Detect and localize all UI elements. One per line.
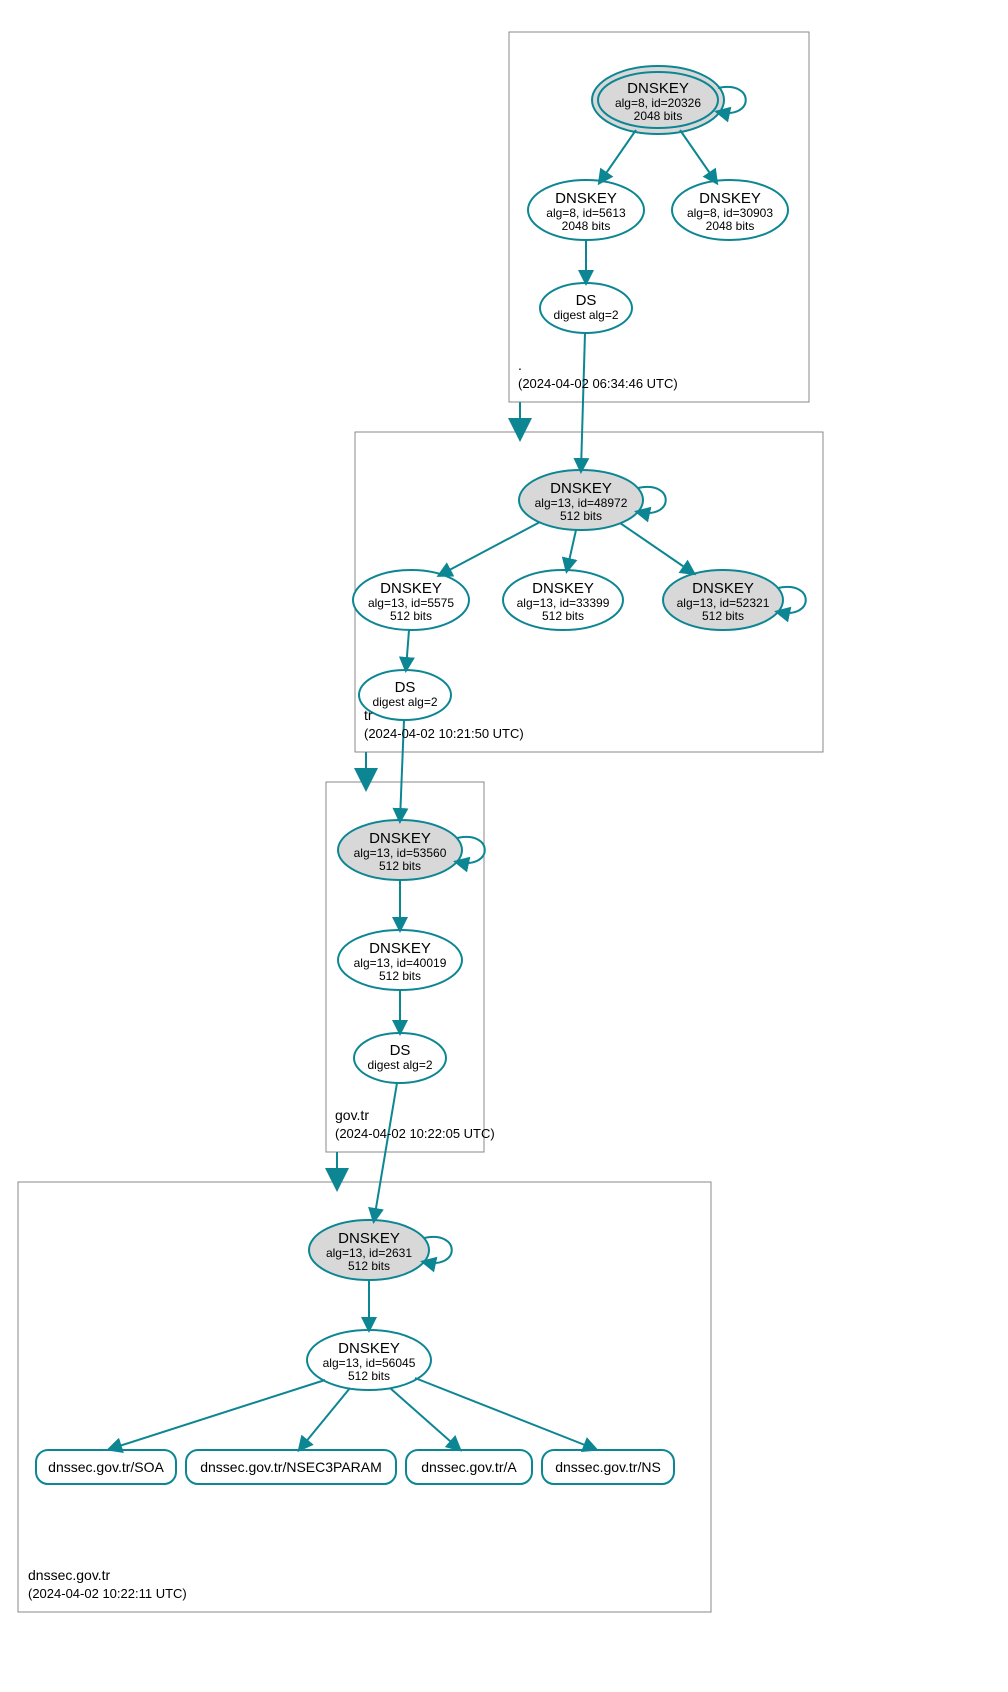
node-sub: alg=13, id=53560 <box>354 846 447 860</box>
node-sub: alg=13, id=5575 <box>368 596 454 610</box>
node-sub: digest alg=2 <box>553 308 618 322</box>
edge <box>415 1378 595 1449</box>
edge <box>110 1380 325 1449</box>
node-sub: alg=8, id=30903 <box>687 206 773 220</box>
node-sub: 512 bits <box>348 1369 390 1383</box>
node-title: DNSKEY <box>627 80 689 97</box>
edge <box>390 1388 459 1449</box>
zone-ts-root: (2024-04-02 06:34:46 UTC) <box>518 376 678 391</box>
node-sub: alg=13, id=56045 <box>323 1356 416 1370</box>
node-title: DNSKEY <box>692 580 754 597</box>
record-a: dnssec.gov.tr/A <box>406 1450 532 1484</box>
node-sub: alg=13, id=40019 <box>354 956 447 970</box>
node-gov-ksk: DNSKEY alg=13, id=53560 512 bits <box>338 820 462 880</box>
node-dns-zsk: DNSKEY alg=13, id=56045 512 bits <box>307 1330 431 1390</box>
node-sub: 2048 bits <box>634 109 683 123</box>
node-tr-ksk: DNSKEY alg=13, id=48972 512 bits <box>519 470 643 530</box>
node-root-ds: DS digest alg=2 <box>540 283 632 333</box>
node-sub: alg=8, id=20326 <box>615 96 701 110</box>
node-dns-ksk: DNSKEY alg=13, id=2631 512 bits <box>309 1220 429 1280</box>
node-tr-z3: DNSKEY alg=13, id=52321 512 bits <box>663 570 783 630</box>
node-sub: 512 bits <box>379 969 421 983</box>
node-gov-ds: DS digest alg=2 <box>354 1033 446 1083</box>
node-sub: 512 bits <box>702 609 744 623</box>
node-title: DNSKEY <box>338 1340 400 1357</box>
edge <box>567 530 576 570</box>
dnssec-diagram: DNSKEY alg=8, id=20326 2048 bits DNSKEY … <box>0 0 1008 1692</box>
node-title: DS <box>390 1042 411 1059</box>
node-tr-z2: DNSKEY alg=13, id=33399 512 bits <box>503 570 623 630</box>
node-sub: alg=13, id=48972 <box>535 496 628 510</box>
node-sub: alg=13, id=2631 <box>326 1246 412 1260</box>
edge <box>620 523 693 573</box>
record-nsec3: dnssec.gov.tr/NSEC3PARAM <box>186 1450 396 1484</box>
node-sub: digest alg=2 <box>367 1058 432 1072</box>
edge <box>600 130 636 182</box>
node-sub: alg=13, id=52321 <box>677 596 770 610</box>
node-sub: 2048 bits <box>562 219 611 233</box>
edge <box>406 630 409 669</box>
zone-label-govtr: gov.tr <box>335 1107 369 1123</box>
node-tr-z1: DNSKEY alg=13, id=5575 512 bits <box>353 570 469 630</box>
node-title: DNSKEY <box>532 580 594 597</box>
zone-label-root: . <box>518 357 522 373</box>
zone-ts-tr: (2024-04-02 10:21:50 UTC) <box>364 726 524 741</box>
edge <box>300 1388 350 1449</box>
node-title: DS <box>395 679 416 696</box>
node-sub: alg=8, id=5613 <box>546 206 626 220</box>
node-title: DNSKEY <box>699 190 761 207</box>
node-sub: 2048 bits <box>706 219 755 233</box>
zone-ts-dnssec: (2024-04-02 10:22:11 UTC) <box>28 1586 187 1601</box>
zone-label-tr: tr <box>364 707 373 723</box>
zone-label-dnssec: dnssec.gov.tr <box>28 1567 111 1583</box>
node-title: DNSKEY <box>555 190 617 207</box>
node-sub: 512 bits <box>542 609 584 623</box>
record-label: dnssec.gov.tr/NSEC3PARAM <box>200 1459 382 1475</box>
node-sub: alg=13, id=33399 <box>517 596 610 610</box>
record-ns: dnssec.gov.tr/NS <box>542 1450 674 1484</box>
node-title: DNSKEY <box>369 830 431 847</box>
node-title: DNSKEY <box>338 1230 400 1247</box>
node-sub: digest alg=2 <box>372 695 437 709</box>
zone-ts-govtr: (2024-04-02 10:22:05 UTC) <box>335 1126 495 1141</box>
node-root-zsk2: DNSKEY alg=8, id=30903 2048 bits <box>672 180 788 240</box>
record-soa: dnssec.gov.tr/SOA <box>36 1450 176 1484</box>
record-label: dnssec.gov.tr/NS <box>555 1459 661 1475</box>
node-title: DNSKEY <box>369 940 431 957</box>
node-title: DNSKEY <box>380 580 442 597</box>
edge <box>440 522 540 575</box>
node-sub: 512 bits <box>390 609 432 623</box>
node-sub: 512 bits <box>560 509 602 523</box>
record-label: dnssec.gov.tr/SOA <box>48 1459 164 1475</box>
node-sub: 512 bits <box>348 1259 390 1273</box>
record-label: dnssec.gov.tr/A <box>421 1459 517 1475</box>
edge <box>680 130 716 182</box>
node-root-zsk1: DNSKEY alg=8, id=5613 2048 bits <box>528 180 644 240</box>
node-title: DS <box>576 292 597 309</box>
node-tr-ds: DS digest alg=2 <box>359 670 451 720</box>
node-root-ksk: DNSKEY alg=8, id=20326 2048 bits <box>592 66 724 134</box>
node-gov-zsk: DNSKEY alg=13, id=40019 512 bits <box>338 930 462 990</box>
node-sub: 512 bits <box>379 859 421 873</box>
node-title: DNSKEY <box>550 480 612 497</box>
